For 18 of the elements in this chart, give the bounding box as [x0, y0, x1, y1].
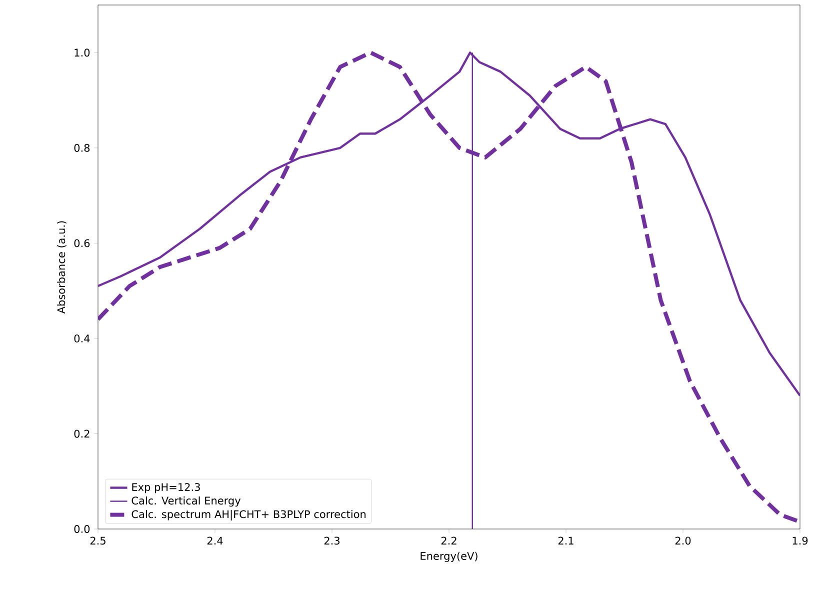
y-tick-label: 0.8	[74, 144, 90, 152]
legend-label: Exp pH=12.3	[132, 483, 200, 494]
x-tick-label: 2.3	[324, 536, 340, 545]
x-tick-label: 1.9	[792, 536, 808, 545]
y-tick-label: 0.6	[74, 239, 90, 248]
y-tick-label: 0.4	[74, 334, 90, 342]
x-tick-label: 2.2	[441, 536, 456, 544]
x-tick-label: 2.1	[558, 536, 574, 544]
legend-label: Calc. spectrum AH|FCHT+ B3PLYP correction	[132, 510, 366, 520]
x-tick-label: 2.5	[90, 536, 106, 545]
y-tick-label: 1.0	[74, 48, 90, 57]
y-tick-label: 0.0	[74, 525, 90, 533]
x-axis-title: Energy(eV)	[420, 552, 478, 562]
legend-label: Calc. Vertical Energy	[132, 496, 241, 507]
x-tick-label: 2.4	[207, 536, 223, 544]
y-tick-label: 0.2	[74, 430, 90, 438]
y-axis-title: Absorbance (a.u.)	[57, 221, 66, 314]
x-tick-label: 2.0	[675, 536, 691, 545]
